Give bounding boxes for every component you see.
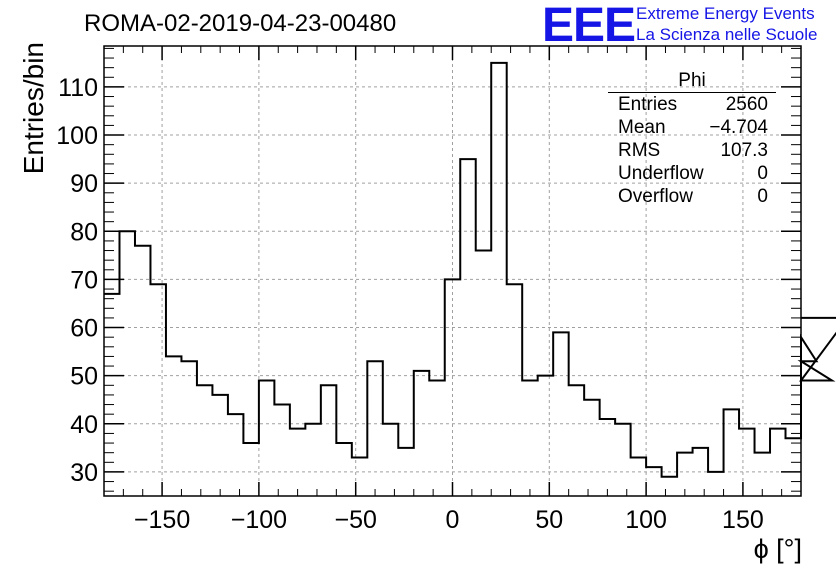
stats-value: 107.3 <box>720 140 768 161</box>
y-tick-label: 40 <box>70 411 98 439</box>
x-tick-label: 150 <box>722 506 764 534</box>
axis-ticks <box>103 46 802 496</box>
stats-label: Underflow <box>618 163 704 184</box>
stats-row-entries: Entries 2560 <box>608 93 776 116</box>
y-tick-label: 60 <box>70 315 98 343</box>
histogram-series <box>104 61 836 478</box>
page-title: ROMA-02-2019-04-23-00480 <box>84 10 397 37</box>
logo-caption-line1: Extreme Energy Events <box>636 4 815 23</box>
stats-label: Overflow <box>618 186 693 207</box>
stats-row-mean: Mean −4.704 <box>608 116 776 139</box>
stats-box: Phi Entries 2560 Mean −4.704 RMS 107.3 Unde… <box>608 70 776 208</box>
stats-box-title: Phi <box>608 70 776 93</box>
y-tick-label: 100 <box>56 122 98 150</box>
y-tick-label: 50 <box>70 363 98 391</box>
x-tick-label: 100 <box>625 506 667 534</box>
stats-value: 0 <box>757 163 768 184</box>
y-tick-label: 70 <box>70 266 98 294</box>
x-tick-label: −50 <box>334 506 376 534</box>
stats-value: −4.704 <box>709 117 768 138</box>
x-tick-label: 50 <box>535 506 563 534</box>
stats-label: Mean <box>618 117 666 138</box>
y-tick-label: 110 <box>58 74 98 102</box>
stats-row-rms: RMS 107.3 <box>608 139 776 162</box>
x-tick-label: −100 <box>231 506 287 534</box>
stats-label: Entries <box>618 94 678 115</box>
stats-value: 0 <box>757 186 768 207</box>
stats-row-underflow: Underflow 0 <box>608 162 776 185</box>
x-tick-label: −150 <box>134 506 190 534</box>
stats-row-overflow: Overflow 0 <box>608 185 776 208</box>
logo-caption-line2: La Scienza nelle Scuole <box>636 25 818 44</box>
stats-label: RMS <box>618 140 661 161</box>
x-tick-label: 0 <box>446 506 460 534</box>
y-tick-label: 30 <box>70 459 98 487</box>
x-axis-label: ϕ [°] <box>753 534 802 564</box>
eee-logo: EEE <box>542 0 636 52</box>
stats-value: 2560 <box>725 94 768 115</box>
y-axis-label: Entries/bin <box>18 42 49 175</box>
tick-labels: −150 −100 −50 0 50 100 150 30 40 50 60 70 80 90 100 110 <box>56 74 763 534</box>
y-tick-label: 80 <box>70 218 98 246</box>
y-tick-label: 90 <box>70 170 98 198</box>
